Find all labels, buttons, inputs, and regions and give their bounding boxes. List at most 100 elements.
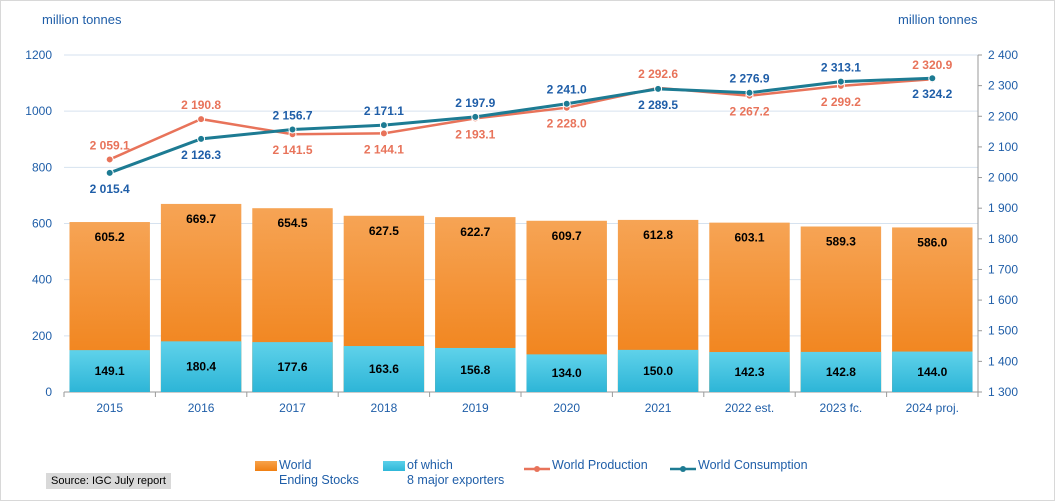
- x-tick-label: 2023 fc.: [820, 401, 863, 415]
- legend-line-world-production: [524, 466, 550, 472]
- right-tick-label: 2 100: [988, 140, 1018, 154]
- left-tick-label: 0: [45, 385, 52, 399]
- data-label-world-consumption: 2 289.5: [638, 98, 678, 112]
- data-label-ending-stocks: 603.1: [734, 231, 764, 245]
- bar-major-exporters: [526, 354, 607, 392]
- legend-label-world-consumption: World Consumption: [698, 458, 808, 472]
- right-tick-label: 1 700: [988, 262, 1018, 276]
- data-label-major-exporters: 156.8: [460, 363, 490, 377]
- data-label-world-production: 2 190.8: [181, 98, 221, 112]
- data-label-world-consumption: 2 313.1: [821, 61, 861, 75]
- data-label-major-exporters: 142.3: [734, 365, 764, 379]
- data-label-ending-stocks: 605.2: [95, 230, 125, 244]
- point-world-consumption: [654, 84, 663, 93]
- point-world-production: [379, 129, 388, 138]
- data-label-major-exporters: 149.1: [95, 364, 125, 378]
- right-axis-title: million tonnes: [898, 12, 978, 27]
- bar-major-exporters: [69, 350, 150, 392]
- data-label-world-consumption: 2 276.9: [729, 72, 769, 86]
- data-label-world-production: 2 193.1: [455, 127, 495, 141]
- x-tick-label: 2015: [96, 401, 123, 415]
- bar-major-exporters: [800, 351, 882, 392]
- data-label-ending-stocks: 609.7: [552, 229, 582, 243]
- point-world-production: [105, 155, 114, 164]
- data-label-world-consumption: 2 171.1: [364, 104, 404, 118]
- data-label-world-production: 2 059.1: [90, 138, 130, 152]
- left-tick-label: 600: [32, 217, 52, 231]
- x-tick-label: 2020: [553, 401, 580, 415]
- point-world-consumption: [471, 112, 480, 121]
- bar-major-exporters: [343, 346, 425, 392]
- data-label-world-consumption: 2 015.4: [90, 182, 130, 196]
- right-tick-label: 1 900: [988, 201, 1018, 215]
- legend-label-world-production: World Production: [552, 458, 648, 472]
- x-tick-label: 2024 proj.: [906, 401, 959, 415]
- data-label-ending-stocks: 622.7: [460, 225, 490, 239]
- data-label-world-production: 2 144.1: [364, 142, 404, 156]
- left-tick-label: 200: [32, 329, 52, 343]
- right-tick-label: 1 300: [988, 385, 1018, 399]
- bar-major-exporters: [617, 349, 699, 392]
- point-world-consumption: [105, 168, 114, 177]
- bar-major-exporters: [435, 347, 516, 392]
- x-tick-label: 2018: [371, 401, 398, 415]
- x-tick-label: 2021: [645, 401, 672, 415]
- right-tick-label: 2 000: [988, 171, 1018, 185]
- data-label-world-production: 2 292.6: [638, 67, 678, 81]
- legend-swatch-ending-stocks: [255, 461, 277, 471]
- x-tick-label: 2017: [279, 401, 306, 415]
- data-label-ending-stocks: 589.3: [826, 235, 856, 249]
- left-axis-title: million tonnes: [42, 12, 122, 27]
- bar-major-exporters: [160, 341, 242, 392]
- bar-major-exporters: [252, 342, 333, 392]
- data-label-world-consumption: 2 197.9: [455, 96, 495, 110]
- legend-label-major-exporters-line2: 8 major exporters: [407, 473, 505, 487]
- data-label-world-production: 2 228.0: [547, 117, 587, 131]
- left-tick-label: 1200: [25, 48, 52, 62]
- line-world-production: [109, 77, 933, 161]
- point-world-consumption: [562, 99, 571, 108]
- left-tick-label: 400: [32, 273, 52, 287]
- data-label-major-exporters: 144.0: [917, 365, 947, 379]
- data-label-world-consumption: 2 156.7: [272, 109, 312, 123]
- legend-ending-stocks: World Ending Stocks: [255, 458, 359, 488]
- legend-swatch-major-exporters: [383, 461, 405, 471]
- right-tick-label: 1 600: [988, 293, 1018, 307]
- data-label-major-exporters: 142.8: [826, 365, 856, 379]
- data-label-world-production: 2 267.2: [729, 105, 769, 119]
- legend-label-ending-stocks-line1: World: [279, 458, 312, 472]
- source-note: Source: IGC July report: [46, 473, 171, 489]
- right-tick-label: 2 300: [988, 79, 1018, 93]
- left-tick-label: 800: [32, 160, 52, 174]
- legend-world-consumption: World Consumption: [670, 458, 808, 473]
- right-tick-label: 1 500: [988, 324, 1018, 338]
- right-tick-label: 2 200: [988, 109, 1018, 123]
- right-tick-label: 2 400: [988, 48, 1018, 62]
- point-world-consumption: [836, 77, 845, 86]
- legend-label-ending-stocks-line2: Ending Stocks: [279, 473, 359, 487]
- bar-major-exporters: [709, 352, 790, 392]
- left-tick-label: 1000: [25, 104, 52, 118]
- legend-world-production: World Production: [524, 458, 648, 473]
- bar-major-exporters: [892, 351, 973, 392]
- x-tick-label: 2016: [188, 401, 215, 415]
- point-world-consumption: [379, 121, 388, 130]
- point-world-consumption: [745, 88, 754, 97]
- data-label-world-production: 2 299.2: [821, 95, 861, 109]
- data-label-major-exporters: 134.0: [552, 366, 582, 380]
- legend-line-world-consumption: [670, 466, 696, 472]
- data-label-world-consumption: 2 241.0: [547, 83, 587, 97]
- legend-label-major-exporters-line1: of which: [407, 458, 453, 472]
- data-label-ending-stocks: 654.5: [277, 216, 307, 230]
- data-label-world-consumption: 2 324.2: [912, 87, 952, 101]
- point-world-consumption: [197, 134, 206, 143]
- x-tick-label: 2019: [462, 401, 489, 415]
- data-label-world-consumption: 2 126.3: [181, 148, 221, 162]
- point-world-consumption: [928, 74, 937, 83]
- data-label-world-production: 2 320.9: [912, 58, 952, 72]
- x-tick-label: 2022 est.: [725, 401, 774, 415]
- point-world-production: [197, 115, 206, 124]
- point-world-consumption: [288, 125, 297, 134]
- data-label-major-exporters: 163.6: [369, 362, 399, 376]
